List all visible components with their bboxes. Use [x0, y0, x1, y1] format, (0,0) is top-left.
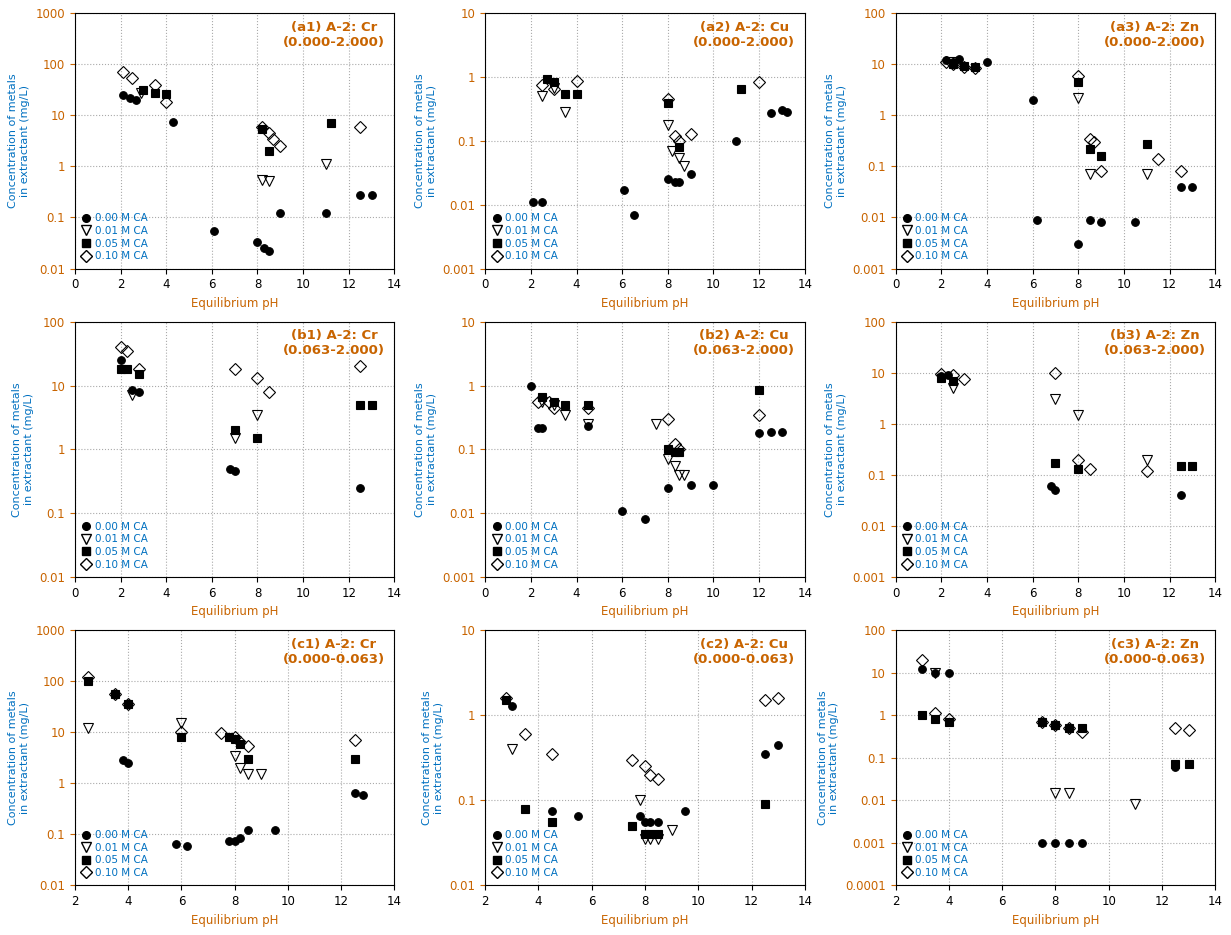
Legend: 0.00 M CA, 0.01 M CA, 0.05 M CA, 0.10 M CA: 0.00 M CA, 0.01 M CA, 0.05 M CA, 0.10 M …: [490, 211, 560, 264]
X-axis label: Equilibrium pH: Equilibrium pH: [1012, 605, 1099, 618]
Y-axis label: Concentration of metals
in extractant (mg/L): Concentration of metals in extractant (m…: [825, 74, 847, 209]
Y-axis label: Concentration of metals
in extractant (mg/L): Concentration of metals in extractant (m…: [825, 382, 847, 517]
Y-axis label: Concentration of metals
in extractant (mg/L): Concentration of metals in extractant (m…: [9, 690, 30, 825]
Text: (a3) A-2: Zn
(0.000-2.000): (a3) A-2: Zn (0.000-2.000): [1103, 21, 1205, 49]
Legend: 0.00 M CA, 0.01 M CA, 0.05 M CA, 0.10 M CA: 0.00 M CA, 0.01 M CA, 0.05 M CA, 0.10 M …: [80, 828, 150, 880]
Y-axis label: Concentration of metals
in extractant (mg/L): Concentration of metals in extractant (m…: [415, 74, 437, 209]
Text: (b2) A-2: Cu
(0.063-2.000): (b2) A-2: Cu (0.063-2.000): [693, 329, 795, 357]
Text: (b1) A-2: Cr
(0.063-2.000): (b1) A-2: Cr (0.063-2.000): [283, 329, 385, 357]
Y-axis label: Concentration of metals
in extractant (mg/L): Concentration of metals in extractant (m…: [817, 690, 840, 825]
Text: (c1) A-2: Cr
(0.000-0.063): (c1) A-2: Cr (0.000-0.063): [283, 638, 385, 666]
Text: (a2) A-2: Cu
(0.000-2.000): (a2) A-2: Cu (0.000-2.000): [693, 21, 795, 49]
Legend: 0.00 M CA, 0.01 M CA, 0.05 M CA, 0.10 M CA: 0.00 M CA, 0.01 M CA, 0.05 M CA, 0.10 M …: [490, 828, 560, 880]
Y-axis label: Concentration of metals
in extractant (mg/L): Concentration of metals in extractant (m…: [415, 382, 437, 517]
Y-axis label: Concentration of metals
in extractant (mg/L): Concentration of metals in extractant (m…: [422, 690, 444, 825]
Legend: 0.00 M CA, 0.01 M CA, 0.05 M CA, 0.10 M CA: 0.00 M CA, 0.01 M CA, 0.05 M CA, 0.10 M …: [80, 211, 150, 264]
Text: (a1) A-2: Cr
(0.000-2.000): (a1) A-2: Cr (0.000-2.000): [283, 21, 385, 49]
X-axis label: Equilibrium pH: Equilibrium pH: [191, 296, 278, 309]
X-axis label: Equilibrium pH: Equilibrium pH: [191, 605, 278, 618]
X-axis label: Equilibrium pH: Equilibrium pH: [601, 913, 688, 927]
X-axis label: Equilibrium pH: Equilibrium pH: [1012, 296, 1099, 309]
Legend: 0.00 M CA, 0.01 M CA, 0.05 M CA, 0.10 M CA: 0.00 M CA, 0.01 M CA, 0.05 M CA, 0.10 M …: [80, 520, 150, 572]
Legend: 0.00 M CA, 0.01 M CA, 0.05 M CA, 0.10 M CA: 0.00 M CA, 0.01 M CA, 0.05 M CA, 0.10 M …: [901, 520, 970, 572]
Legend: 0.00 M CA, 0.01 M CA, 0.05 M CA, 0.10 M CA: 0.00 M CA, 0.01 M CA, 0.05 M CA, 0.10 M …: [490, 520, 560, 572]
Y-axis label: Concentration of metals
in extractant (mg/L): Concentration of metals in extractant (m…: [9, 74, 30, 209]
Legend: 0.00 M CA, 0.01 M CA, 0.05 M CA, 0.10 M CA: 0.00 M CA, 0.01 M CA, 0.05 M CA, 0.10 M …: [901, 211, 970, 264]
Legend: 0.00 M CA, 0.01 M CA, 0.05 M CA, 0.10 M CA: 0.00 M CA, 0.01 M CA, 0.05 M CA, 0.10 M …: [901, 828, 970, 880]
Text: (c3) A-2: Zn
(0.000-0.063): (c3) A-2: Zn (0.000-0.063): [1103, 638, 1205, 666]
Y-axis label: Concentration of metals
in extractant (mg/L): Concentration of metals in extractant (m…: [12, 382, 33, 517]
Text: (b3) A-2: Zn
(0.063-2.000): (b3) A-2: Zn (0.063-2.000): [1103, 329, 1205, 357]
X-axis label: Equilibrium pH: Equilibrium pH: [601, 605, 688, 618]
X-axis label: Equilibrium pH: Equilibrium pH: [601, 296, 688, 309]
Text: (c2) A-2: Cu
(0.000-0.063): (c2) A-2: Cu (0.000-0.063): [693, 638, 795, 666]
X-axis label: Equilibrium pH: Equilibrium pH: [1012, 913, 1099, 927]
X-axis label: Equilibrium pH: Equilibrium pH: [191, 913, 278, 927]
